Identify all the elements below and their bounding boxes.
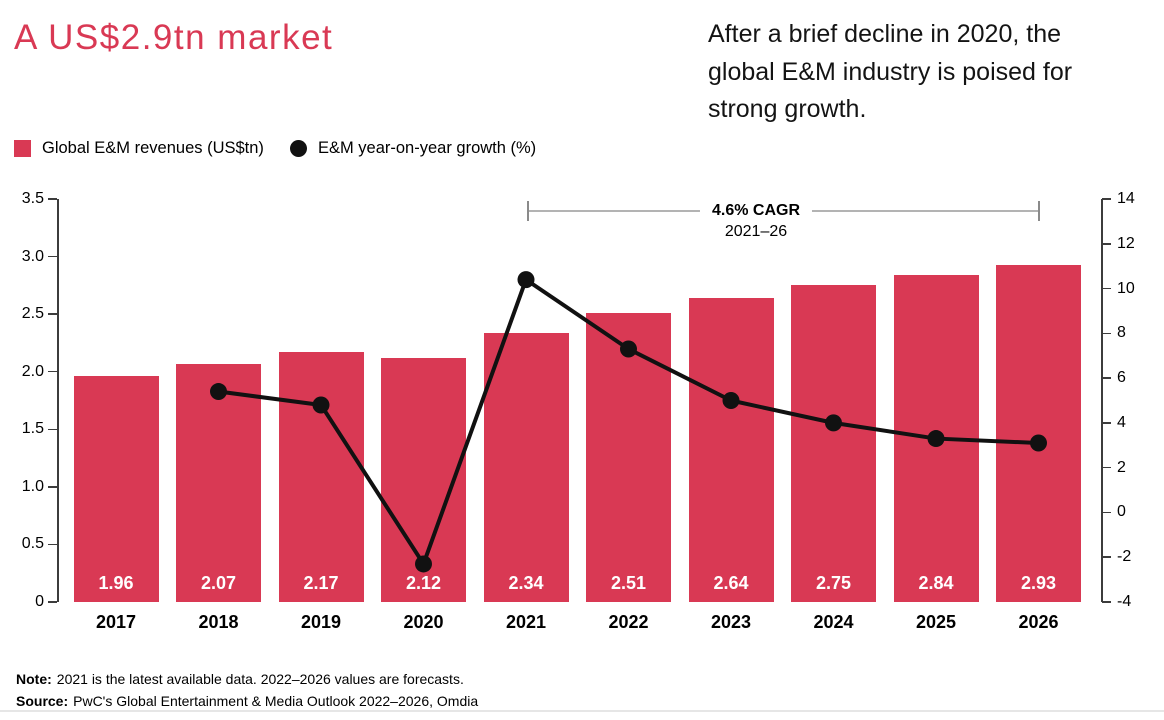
x-axis-year-label: 2022 xyxy=(608,612,649,632)
cagr-bracket-right-cap xyxy=(1038,201,1040,221)
right-axis-tick xyxy=(1102,377,1111,379)
left-axis-tick-label: 1.0 xyxy=(21,477,44,495)
left-axis-tick-label: 3.0 xyxy=(21,247,44,265)
growth-marker xyxy=(312,396,330,414)
bar-value-label: 2.84 xyxy=(918,572,954,593)
bar-value-label: 2.75 xyxy=(815,572,852,593)
growth-swatch-icon xyxy=(289,140,307,157)
right-axis-tick xyxy=(1102,511,1111,514)
right-axis-tick xyxy=(1102,422,1111,424)
growth-marker xyxy=(825,414,842,432)
left-axis-line xyxy=(57,199,59,602)
intro-text: After a brief decline in 2020, the globa… xyxy=(708,20,1073,123)
revenue-bar-2018: 2.07 xyxy=(176,363,261,602)
left-axis-tick xyxy=(48,313,57,315)
right-axis-tick-label: 12 xyxy=(1117,234,1135,252)
left-axis-tick-label: 0.5 xyxy=(21,535,44,553)
right-axis-tick xyxy=(1102,556,1111,558)
right-axis-tick xyxy=(1102,243,1111,245)
right-axis-tick-label: 14 xyxy=(1117,190,1135,207)
right-axis-tick-label: 2 xyxy=(1117,458,1126,476)
right-axis-tick-label: -2 xyxy=(1117,548,1132,566)
right-axis-line xyxy=(1101,199,1103,602)
right-axis-tick xyxy=(1102,332,1111,335)
growth-marker xyxy=(210,383,227,401)
x-axis-year-label: 2024 xyxy=(813,612,854,632)
left-axis-tick xyxy=(48,428,57,431)
page-title: A US$2.9tn market xyxy=(14,18,334,57)
right-axis-tick-label: 6 xyxy=(1117,369,1126,387)
cagr-period-label: 2021–26 xyxy=(724,223,788,240)
bar-value-label: 2.07 xyxy=(200,572,237,593)
left-axis-tick-label: 2.5 xyxy=(21,305,44,323)
growth-legend-label: E&M year-on-year growth (%) xyxy=(317,139,537,157)
x-axis-year-label: 2023 xyxy=(710,612,752,632)
bar-value-label: 2.12 xyxy=(405,572,442,593)
left-axis-tick xyxy=(48,370,57,373)
right-axis-tick-label: 4 xyxy=(1117,413,1126,431)
growth-marker xyxy=(927,430,945,448)
right-axis-tick-label: 8 xyxy=(1117,324,1126,342)
growth-marker xyxy=(517,271,535,289)
bar-value-label: 1.96 xyxy=(98,572,134,593)
right-axis-tick-label: 0 xyxy=(1117,503,1126,521)
revenue-bar-2023: 2.64 xyxy=(688,298,774,602)
x-axis-year-label: 2018 xyxy=(198,612,239,632)
bar-value-label: 2.64 xyxy=(713,572,749,593)
revenue-bar-2017: 1.96 xyxy=(73,376,159,602)
bar-value-label: 2.34 xyxy=(508,572,544,593)
bar-value-label: 2.51 xyxy=(610,572,647,593)
bar-value-label: 2.93 xyxy=(1020,572,1057,593)
revenue-bar-2024: 2.75 xyxy=(791,285,876,602)
note-line: Note: 2021 is the latest available data. … xyxy=(16,668,478,690)
left-axis-tick-label: 0 xyxy=(35,593,44,610)
source-label: Source: xyxy=(16,693,69,709)
revenue-legend-label: Global E&M revenues (US$tn) xyxy=(42,139,264,157)
left-axis-tick-label: 1.5 xyxy=(21,420,44,438)
growth-marker xyxy=(620,340,637,358)
x-axis-year-label: 2026 xyxy=(1018,612,1059,632)
chart-legend: Global E&M revenues (US$tn) E&M year-on-… xyxy=(14,139,536,158)
left-axis-tick xyxy=(48,198,57,200)
note-label: Note: xyxy=(16,671,52,687)
left-axis-tick xyxy=(48,543,57,546)
left-axis-tick-label: 3.5 xyxy=(21,190,44,207)
left-axis-tick xyxy=(48,486,57,488)
growth-marker xyxy=(1030,434,1047,452)
revenue-bar-2026: 2.93 xyxy=(996,264,1081,602)
source-line: Source: PwC's Global Entertainment & Medi… xyxy=(16,690,478,712)
bottom-divider xyxy=(0,710,1164,712)
x-axis-year-label: 2021 xyxy=(505,612,547,632)
x-axis-year-label: 2025 xyxy=(915,612,957,632)
x-axis-year-label: 2019 xyxy=(300,612,342,632)
source-text: PwC's Global Entertainment & Media Outlo… xyxy=(73,693,479,709)
revenue-bar-2021: 2.34 xyxy=(483,332,569,602)
left-axis-tick-label: 2.0 xyxy=(21,362,44,380)
right-axis-tick-label: 10 xyxy=(1117,279,1135,297)
left-axis-tick xyxy=(48,601,57,603)
growth-marker xyxy=(722,392,740,409)
note-text: 2021 is the latest available data. 2022–… xyxy=(56,671,464,687)
right-axis-tick-label: -4 xyxy=(1117,593,1132,610)
revenue-swatch-icon xyxy=(14,140,31,157)
right-axis-tick xyxy=(1102,287,1111,290)
cagr-label: 4.6% CAGR xyxy=(699,202,813,220)
x-axis-year-label: 2017 xyxy=(95,612,137,632)
right-axis-tick xyxy=(1102,466,1111,469)
revenue-bar-2019: 2.17 xyxy=(278,352,364,602)
footnotes: Note: 2021 is the latest available data. … xyxy=(16,668,478,712)
right-axis-tick xyxy=(1102,198,1111,200)
bar-value-label: 2.17 xyxy=(303,572,339,593)
x-axis-year-label: 2020 xyxy=(403,612,444,632)
growth-line xyxy=(218,277,1039,566)
cagr-bracket-left-cap xyxy=(527,201,529,221)
left-axis-tick xyxy=(48,255,57,258)
growth-marker xyxy=(415,555,432,573)
right-axis-tick xyxy=(1102,601,1111,603)
